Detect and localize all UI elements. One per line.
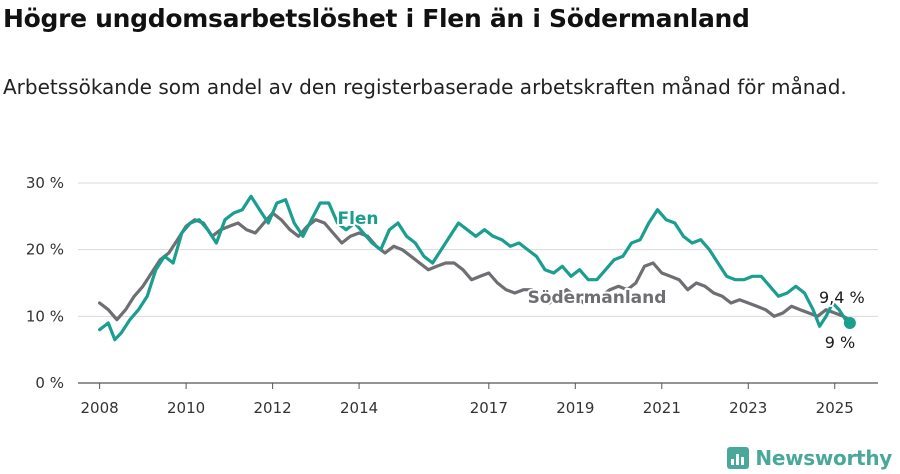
series-line <box>98 194 852 342</box>
series-line <box>98 211 852 322</box>
x-axis: 2008 2010 2012 2014 2017 2019 2021 2023 2025 <box>81 383 854 417</box>
x-tick-label: 2023 <box>729 399 767 417</box>
series-name-label: Södermanland <box>528 288 667 308</box>
y-tick-label: 10 % <box>26 307 64 325</box>
x-tick-label: 2014 <box>340 399 378 417</box>
x-tick-label: 2010 <box>167 399 205 417</box>
y-tick-label: 30 % <box>26 174 64 192</box>
bar-chart-logo-icon <box>727 447 750 469</box>
x-tick-label: 2008 <box>81 399 119 417</box>
x-tick-label: 2021 <box>643 399 681 417</box>
x-tick-label: 2019 <box>556 399 594 417</box>
series-name-label: Flen <box>337 209 378 229</box>
x-tick-label: 2012 <box>254 399 292 417</box>
y-tick-label: 0 % <box>35 374 64 392</box>
gridlines: 0 % 10 % 20 % 30 % <box>26 174 878 392</box>
chart-title: Högre ungdomsarbetslöshet i Flen än i Sö… <box>3 4 750 33</box>
x-tick-label: 2025 <box>816 399 854 417</box>
x-tick-label: 2017 <box>470 399 508 417</box>
end-value-label: 9 % <box>825 333 855 352</box>
end-point <box>843 317 856 329</box>
series-lines <box>98 194 856 342</box>
brand-name: Newsworthy <box>755 446 892 470</box>
chart-labels: Södermanland 9,4 % Flen 9 % <box>335 207 866 354</box>
y-tick-label: 20 % <box>26 241 64 259</box>
chart-subtitle: Arbetssökande som andel av den registerb… <box>3 75 847 99</box>
newsworthy-logo: Newsworthy <box>727 446 892 470</box>
end-value-label: 9,4 % <box>819 288 865 307</box>
